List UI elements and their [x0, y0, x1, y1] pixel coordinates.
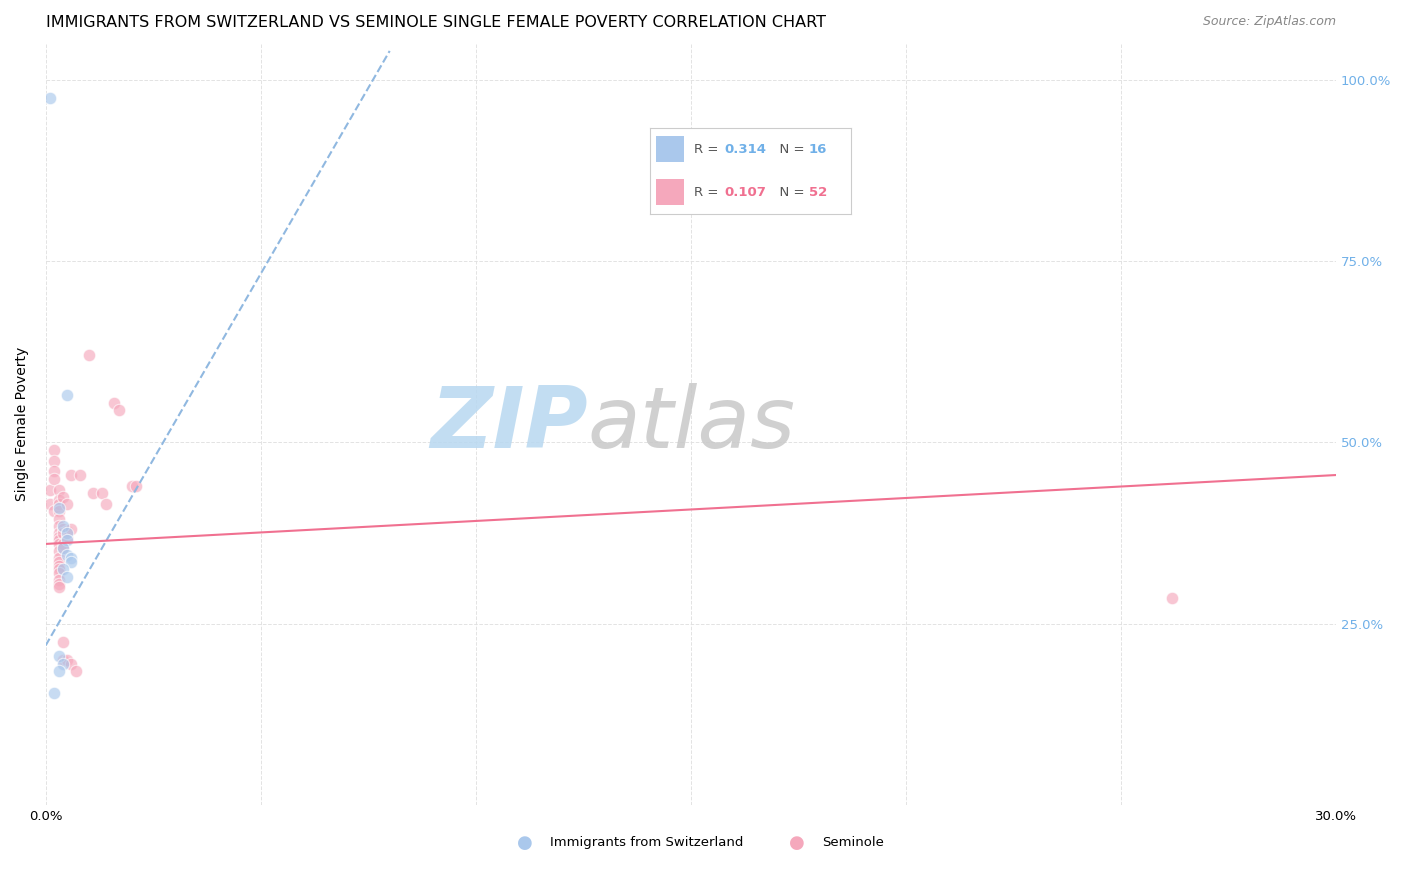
Point — [125, 479, 148, 493]
Y-axis label: Single Female Poverty: Single Female Poverty — [15, 347, 30, 501]
Point — [52, 523, 75, 537]
Text: ●: ● — [789, 834, 804, 852]
Point — [48, 537, 70, 551]
Point — [48, 518, 70, 533]
Text: 16: 16 — [808, 143, 827, 155]
Point — [56, 533, 79, 548]
Point — [48, 544, 70, 558]
Point — [60, 468, 83, 483]
Text: 52: 52 — [808, 186, 827, 199]
Point — [39, 483, 62, 497]
Point — [1161, 591, 1184, 606]
FancyBboxPatch shape — [655, 179, 683, 205]
Point — [94, 497, 117, 511]
Point — [44, 504, 66, 518]
Point — [48, 581, 70, 595]
Point — [52, 537, 75, 551]
Point — [48, 576, 70, 591]
Point — [48, 497, 70, 511]
Text: 0.314: 0.314 — [724, 143, 766, 155]
Point — [48, 483, 70, 497]
Point — [60, 551, 83, 566]
Point — [48, 649, 70, 664]
Point — [48, 504, 70, 518]
Point — [48, 500, 70, 515]
Text: R =: R = — [695, 186, 723, 199]
Point — [48, 664, 70, 678]
Point — [48, 533, 70, 548]
Point — [56, 524, 79, 538]
Point — [48, 566, 70, 580]
Point — [39, 497, 62, 511]
Point — [56, 653, 79, 667]
Point — [48, 573, 70, 587]
Point — [44, 464, 66, 478]
Point — [48, 562, 70, 576]
Point — [48, 530, 70, 544]
Point — [90, 486, 112, 500]
Point — [69, 468, 91, 483]
Point — [56, 526, 79, 541]
Point — [44, 685, 66, 699]
Point — [52, 562, 75, 576]
Point — [52, 635, 75, 649]
Point — [52, 541, 75, 555]
Point — [52, 541, 75, 555]
Text: atlas: atlas — [588, 383, 796, 466]
Point — [56, 531, 79, 545]
Point — [52, 657, 75, 671]
Point — [60, 523, 83, 537]
Text: IMMIGRANTS FROM SWITZERLAND VS SEMINOLE SINGLE FEMALE POVERTY CORRELATION CHART: IMMIGRANTS FROM SWITZERLAND VS SEMINOLE … — [45, 15, 825, 30]
Point — [48, 551, 70, 566]
Point — [82, 486, 104, 500]
Text: Immigrants from Switzerland: Immigrants from Switzerland — [550, 837, 744, 849]
Point — [56, 497, 79, 511]
Point — [107, 402, 129, 417]
Text: Seminole: Seminole — [823, 837, 884, 849]
Point — [44, 442, 66, 457]
Point — [44, 472, 66, 486]
Point — [56, 548, 79, 562]
Point — [77, 348, 100, 362]
Point — [52, 653, 75, 667]
Point — [48, 526, 70, 541]
Point — [121, 479, 143, 493]
Point — [39, 91, 62, 105]
Point — [48, 558, 70, 573]
Point — [60, 555, 83, 569]
Point — [52, 490, 75, 504]
FancyBboxPatch shape — [655, 136, 683, 162]
Text: ●: ● — [516, 834, 533, 852]
Point — [48, 555, 70, 569]
Point — [60, 657, 83, 671]
Point — [56, 569, 79, 583]
Text: N =: N = — [770, 186, 808, 199]
Point — [48, 511, 70, 525]
Text: 0.107: 0.107 — [724, 186, 766, 199]
Point — [52, 518, 75, 533]
Text: R =: R = — [695, 143, 723, 155]
Point — [44, 453, 66, 467]
Text: ZIP: ZIP — [430, 383, 588, 466]
Point — [52, 526, 75, 541]
Point — [48, 493, 70, 508]
Point — [65, 664, 87, 678]
Point — [103, 395, 125, 409]
Point — [56, 388, 79, 402]
Text: Source: ZipAtlas.com: Source: ZipAtlas.com — [1202, 15, 1336, 29]
Text: N =: N = — [770, 143, 808, 155]
